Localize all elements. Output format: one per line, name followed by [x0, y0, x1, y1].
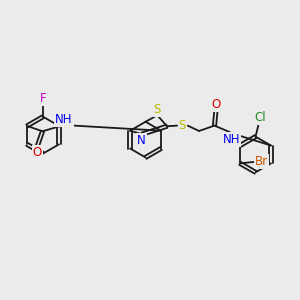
Text: N: N [137, 134, 146, 147]
Text: NH: NH [223, 133, 240, 146]
Text: O: O [32, 146, 42, 159]
Text: Cl: Cl [254, 111, 266, 124]
Text: F: F [40, 92, 46, 105]
Text: S: S [154, 103, 161, 116]
Text: S: S [179, 119, 186, 132]
Text: Br: Br [255, 155, 268, 168]
Text: NH: NH [55, 113, 73, 126]
Text: O: O [212, 98, 220, 111]
